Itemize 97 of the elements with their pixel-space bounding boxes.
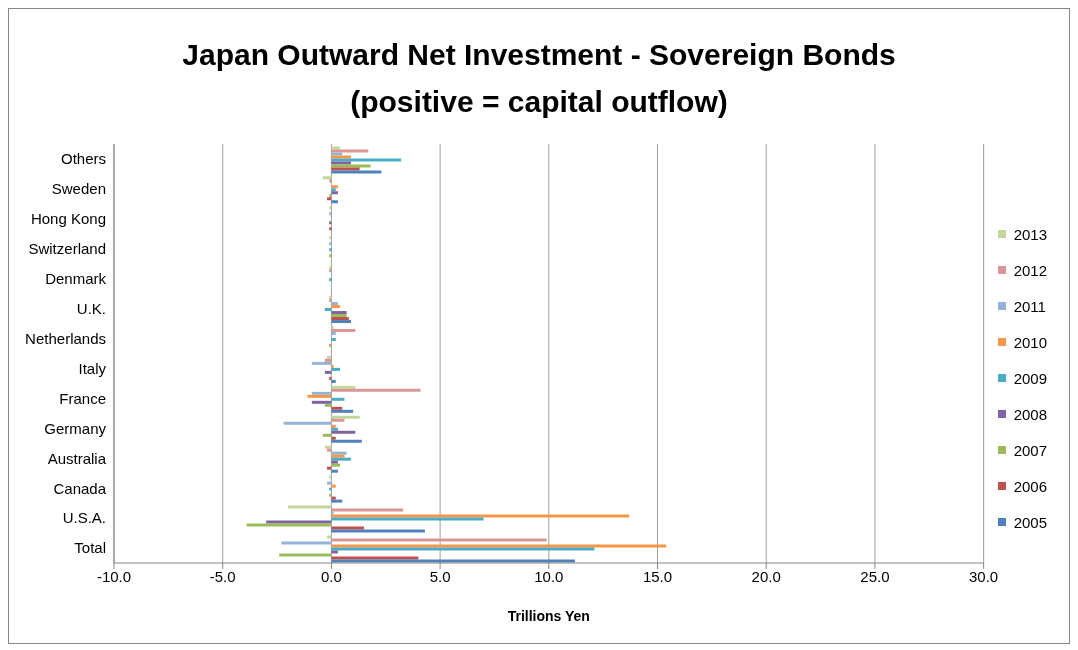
bar xyxy=(283,421,332,425)
bar xyxy=(331,367,341,371)
bar xyxy=(246,523,332,527)
bar xyxy=(279,553,332,557)
legend-label: 2006 xyxy=(1013,477,1047,495)
bar xyxy=(331,385,356,389)
bar xyxy=(331,164,371,168)
legend-label: 2011 xyxy=(1013,297,1046,315)
bar xyxy=(331,152,343,156)
bar xyxy=(331,556,419,560)
bar xyxy=(331,496,336,500)
y-tick-label: France xyxy=(59,389,106,407)
bar xyxy=(327,481,332,485)
bar xyxy=(331,415,360,419)
y-tick-label: Others xyxy=(60,150,106,168)
bar xyxy=(287,505,332,509)
bar xyxy=(327,466,332,470)
bar xyxy=(331,379,336,383)
bar xyxy=(327,535,332,539)
x-tick-label: 30.0 xyxy=(969,567,999,585)
y-tick-label: Netherlands xyxy=(25,329,106,347)
legend-label: 2007 xyxy=(1013,441,1047,459)
bar xyxy=(331,550,338,554)
legend-label: 2005 xyxy=(1013,513,1047,531)
bar xyxy=(331,409,354,413)
bar xyxy=(331,161,351,165)
bar xyxy=(331,158,401,162)
chart-subtitle: (positive = capital outflow) xyxy=(349,84,729,120)
legend-label: 2013 xyxy=(1013,225,1047,243)
y-tick-label: Denmark xyxy=(45,270,107,287)
bar xyxy=(331,559,575,563)
bar xyxy=(331,331,336,335)
bar xyxy=(324,370,332,374)
bar xyxy=(331,469,338,473)
y-tick-label: Switzerland xyxy=(28,240,106,258)
bar xyxy=(331,499,343,503)
y-tick-label: Sweden xyxy=(51,180,106,198)
bar xyxy=(331,149,369,153)
bar xyxy=(331,430,356,434)
bar xyxy=(331,547,595,551)
bar xyxy=(331,418,345,422)
x-tick-label: 0.0 xyxy=(320,567,342,585)
bar xyxy=(281,541,332,545)
bar xyxy=(324,308,332,312)
x-tick-label: 20.0 xyxy=(751,567,781,585)
chart-title: Japan Outward Net Investment - Sovereign Bonds xyxy=(181,37,897,73)
bar xyxy=(311,361,332,365)
legend-label: 2010 xyxy=(1013,333,1047,351)
bar xyxy=(331,529,425,533)
y-tick-label: Total xyxy=(74,539,106,557)
x-tick-label: 5.0 xyxy=(429,567,451,585)
bar xyxy=(307,394,332,398)
bar xyxy=(331,517,484,521)
x-tick-label: -5.0 xyxy=(209,567,236,585)
bar xyxy=(311,391,332,395)
y-tick-label: Germany xyxy=(44,419,107,437)
bar xyxy=(331,167,360,171)
bar xyxy=(331,484,336,488)
y-tick-label: Australia xyxy=(47,449,107,467)
bar xyxy=(331,406,343,410)
bar xyxy=(322,176,332,180)
bar xyxy=(331,526,365,530)
y-tick-label: Canada xyxy=(53,479,107,497)
bar xyxy=(331,364,334,368)
bar xyxy=(324,403,332,407)
bar xyxy=(331,170,382,174)
y-tick-label: U.K. xyxy=(76,299,106,317)
bar xyxy=(331,397,345,401)
x-tick-label: 15.0 xyxy=(642,567,673,585)
legend-label: 2009 xyxy=(1013,369,1047,387)
x-axis-title: Trillions Yen xyxy=(507,608,590,624)
y-tick-label: Hong Kong xyxy=(30,210,106,228)
x-tick-label: 10.0 xyxy=(534,567,564,585)
bar xyxy=(331,439,362,443)
bar xyxy=(322,433,332,437)
bar xyxy=(331,511,334,515)
bar xyxy=(331,155,351,159)
y-tick-label: U.S.A. xyxy=(62,509,106,527)
bar xyxy=(331,328,356,332)
x-tick-label: -10.0 xyxy=(96,567,132,585)
bar xyxy=(331,514,630,518)
y-tick-label: Italy xyxy=(78,359,107,377)
bar xyxy=(331,146,341,150)
bar xyxy=(311,400,332,404)
legend-label: 2008 xyxy=(1013,405,1047,423)
bar xyxy=(331,388,421,392)
legend-label: 2012 xyxy=(1013,261,1047,279)
bar xyxy=(331,436,336,440)
bar xyxy=(266,520,332,524)
bar xyxy=(331,200,338,204)
bar xyxy=(331,325,334,329)
bar xyxy=(331,544,667,548)
bar xyxy=(331,457,351,461)
x-tick-label: 25.0 xyxy=(860,567,890,585)
bar xyxy=(331,337,336,341)
bar xyxy=(331,538,547,542)
bar xyxy=(331,508,404,512)
